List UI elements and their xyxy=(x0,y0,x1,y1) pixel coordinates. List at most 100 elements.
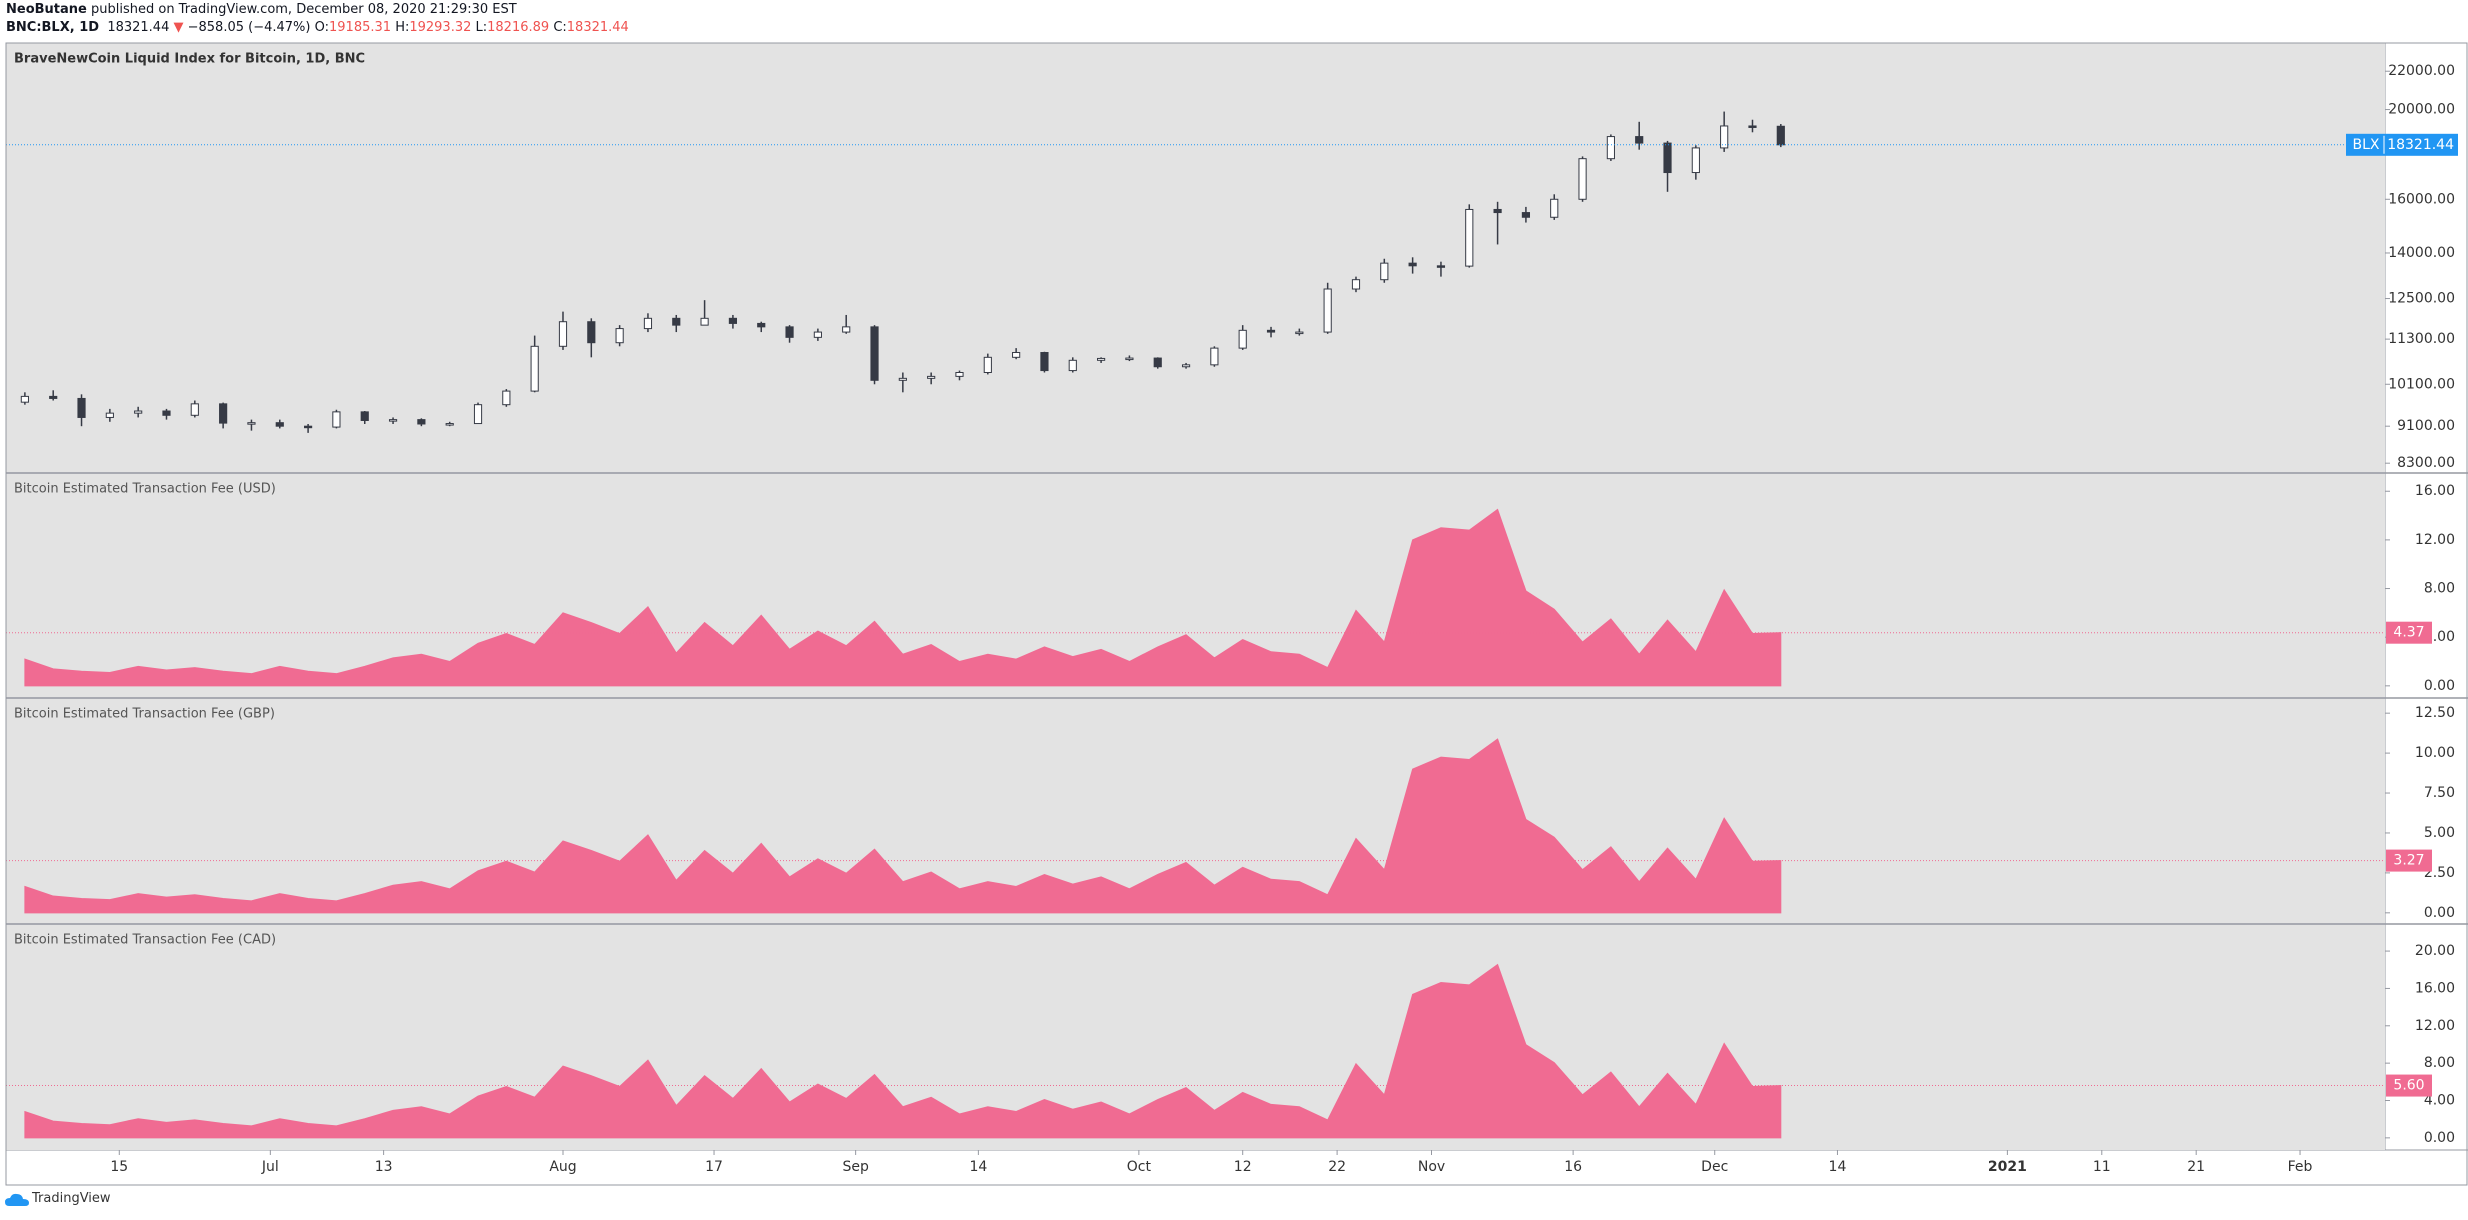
logo[interactable] xyxy=(4,1191,30,1209)
candle-body xyxy=(870,326,879,381)
fee-area xyxy=(24,738,1782,914)
ohlc-h-key: H: xyxy=(395,20,410,35)
candle-body xyxy=(615,328,624,344)
candle-body xyxy=(1210,347,1219,366)
candle-body xyxy=(955,371,964,377)
y-tick-label: 14000.00 xyxy=(2388,245,2455,261)
y-tick-label: 10100.00 xyxy=(2388,376,2455,392)
ohlc-o: 19185.31 xyxy=(329,20,392,35)
x-tick-label: 2021 xyxy=(1988,1159,2027,1175)
ohlc-c: 18321.44 xyxy=(566,20,629,35)
x-tick-label: Nov xyxy=(1418,1159,1445,1175)
change-arrow: ▼ xyxy=(173,20,184,35)
candle-body xyxy=(1181,364,1191,368)
last-value-label: 3.27 xyxy=(2393,853,2424,869)
last-price-symbol: BLX xyxy=(2353,137,2380,153)
candle-body xyxy=(1550,198,1559,218)
candle-body xyxy=(1436,265,1446,268)
candle-body xyxy=(1238,329,1247,349)
candle-body xyxy=(757,322,766,328)
candle-body xyxy=(700,317,709,326)
x-tick-label: Aug xyxy=(549,1159,576,1175)
candle-body xyxy=(105,412,114,418)
candle-body xyxy=(1266,329,1276,333)
published: published on TradingView.com, December 0… xyxy=(91,2,517,17)
x-tick-label: Feb xyxy=(2288,1159,2313,1175)
pane-title: Bitcoin Estimated Transaction Fee (CAD) xyxy=(14,933,276,948)
fee-area xyxy=(24,963,1782,1139)
x-tick-label: Dec xyxy=(1701,1159,1728,1175)
author[interactable]: NeoButane xyxy=(6,2,87,17)
ohlc-h: 19293.32 xyxy=(409,20,472,35)
candle-body xyxy=(1776,125,1785,146)
y-tick-label: 9100.00 xyxy=(2397,418,2455,434)
last-value-tag xyxy=(2386,1074,2432,1097)
candle-body xyxy=(1691,147,1700,174)
candle-body xyxy=(587,321,596,344)
x-tick-label: 11 xyxy=(2093,1159,2111,1175)
x-tick-label: 22 xyxy=(1328,1159,1346,1175)
candle-body xyxy=(1663,142,1672,174)
candle-body xyxy=(360,411,369,421)
candle-body xyxy=(219,403,228,424)
candle-body xyxy=(304,425,313,429)
y-tick-label: 20000.00 xyxy=(2388,102,2455,118)
logo-cloud xyxy=(5,1193,29,1206)
candle-body xyxy=(1606,136,1615,160)
x-tick-label: 17 xyxy=(705,1159,723,1175)
x-tick-label: Sep xyxy=(842,1159,869,1175)
candle-body xyxy=(247,422,256,425)
publish-line: NeoButane published on TradingView.com, … xyxy=(6,2,517,17)
x-tick-label: 13 xyxy=(375,1159,393,1175)
candle-body xyxy=(983,356,992,373)
symbol-line: BNC:BLX, 1D 18321.44 ▼ −858.05 (−4.47%) … xyxy=(6,20,629,35)
y-tick-label: 8.00 xyxy=(2424,1055,2455,1071)
fee-area xyxy=(24,508,1782,687)
y-tick-label: 12.50 xyxy=(2415,705,2455,721)
last-value-tag xyxy=(2386,849,2432,872)
candle-body xyxy=(1720,125,1729,149)
candle-body xyxy=(1040,352,1049,372)
y-tick-label: 7.50 xyxy=(2424,785,2455,801)
candle-body xyxy=(1408,262,1417,267)
y-tick-label: 16.00 xyxy=(2415,980,2455,996)
candle-body xyxy=(1153,357,1162,368)
y-tick-label: 0.00 xyxy=(2424,905,2455,921)
candle-body xyxy=(927,375,936,379)
y-tick-label: 12.00 xyxy=(2415,1018,2455,1034)
change: −858.05 (−4.47%) xyxy=(187,20,311,35)
candle-body xyxy=(785,326,794,338)
candle-body xyxy=(1351,279,1361,290)
x-tick-label: 21 xyxy=(2187,1159,2205,1175)
pane-title: BraveNewCoin Liquid Index for Bitcoin, 1… xyxy=(14,52,365,67)
ohlc-l-key: L: xyxy=(475,20,488,35)
ohlc-c-key: C: xyxy=(553,20,567,35)
y-tick-label: 11300.00 xyxy=(2388,331,2455,347)
y-tick-label: 10.00 xyxy=(2415,745,2455,761)
last-value-label: 5.60 xyxy=(2393,1078,2424,1094)
last-price-tag xyxy=(2346,133,2458,156)
x-tick-label: Oct xyxy=(1127,1159,1152,1175)
candle-body xyxy=(473,404,483,425)
candle-body xyxy=(1068,359,1077,372)
y-tick-label: 22000.00 xyxy=(2388,63,2455,79)
candle-body xyxy=(445,423,454,426)
candle-body xyxy=(20,395,29,403)
candle-body xyxy=(1578,158,1587,200)
y-tick-label: 20.00 xyxy=(2415,943,2455,959)
candle-body xyxy=(49,395,58,399)
candle-body xyxy=(162,410,171,416)
pane-title: Bitcoin Estimated Transaction Fee (USD) xyxy=(14,482,276,497)
pane-title: Bitcoin Estimated Transaction Fee (GBP) xyxy=(14,707,275,722)
candle-body xyxy=(1635,136,1644,144)
candle-body xyxy=(502,390,511,406)
candle-body xyxy=(643,317,653,330)
candle-body xyxy=(332,411,341,428)
candle-body xyxy=(558,321,568,347)
candle-body xyxy=(1465,208,1474,267)
y-tick-label: 8300.00 xyxy=(2397,455,2455,471)
footer[interactable]: TradingView xyxy=(32,1191,111,1206)
last-price: 18321.44 xyxy=(107,20,170,35)
y-tick-label: 16.00 xyxy=(2415,483,2455,499)
x-tick-label: 15 xyxy=(110,1159,128,1175)
